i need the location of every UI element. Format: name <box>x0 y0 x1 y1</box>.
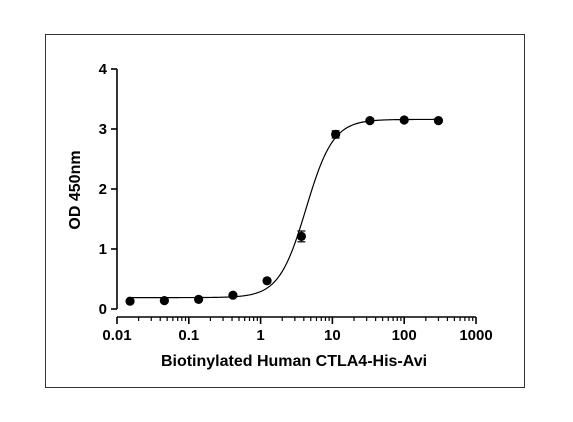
data-point <box>365 116 375 126</box>
data-point <box>262 276 272 286</box>
y-tick-label: 0 <box>99 301 107 318</box>
data-point <box>125 296 135 306</box>
data-point <box>331 129 341 139</box>
x-tick-label: 10 <box>324 327 341 344</box>
y-tick-label: 4 <box>99 61 108 78</box>
x-tick-label: 100 <box>392 327 417 344</box>
data-point <box>296 231 306 241</box>
x-tick-label: 0.1 <box>178 327 199 344</box>
fit-curve-group <box>129 118 439 299</box>
figure-frame <box>45 34 525 388</box>
x-axis-title: Biotinylated Human CTLA4-His-Avi <box>161 353 427 370</box>
x-tick-label: 1000 <box>459 327 492 344</box>
axes: 0 1 2 3 4 0.01 0.1 1 10 100 1000 <box>99 61 493 344</box>
fit-curve <box>129 118 439 299</box>
x-tick-label: 0.01 <box>102 327 131 344</box>
data-point <box>159 296 169 306</box>
y-tick-label: 1 <box>99 241 107 258</box>
y-axis-title: OD 450nm <box>67 150 84 229</box>
data-point <box>194 294 204 304</box>
y-tick-label: 3 <box>99 121 107 138</box>
data-point <box>399 115 409 125</box>
y-tick-label: 2 <box>99 181 107 198</box>
x-tick-label: 1 <box>256 327 264 344</box>
data-point <box>228 290 238 300</box>
data-points-group <box>125 115 444 306</box>
data-point <box>433 116 444 126</box>
